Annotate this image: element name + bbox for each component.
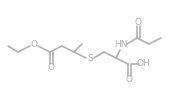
Text: O: O [47, 64, 55, 73]
Text: O: O [125, 76, 132, 85]
Text: O: O [30, 40, 38, 49]
Text: O: O [134, 17, 141, 27]
Text: OH: OH [136, 60, 150, 69]
Text: S: S [87, 53, 93, 62]
Text: HN: HN [114, 40, 128, 49]
